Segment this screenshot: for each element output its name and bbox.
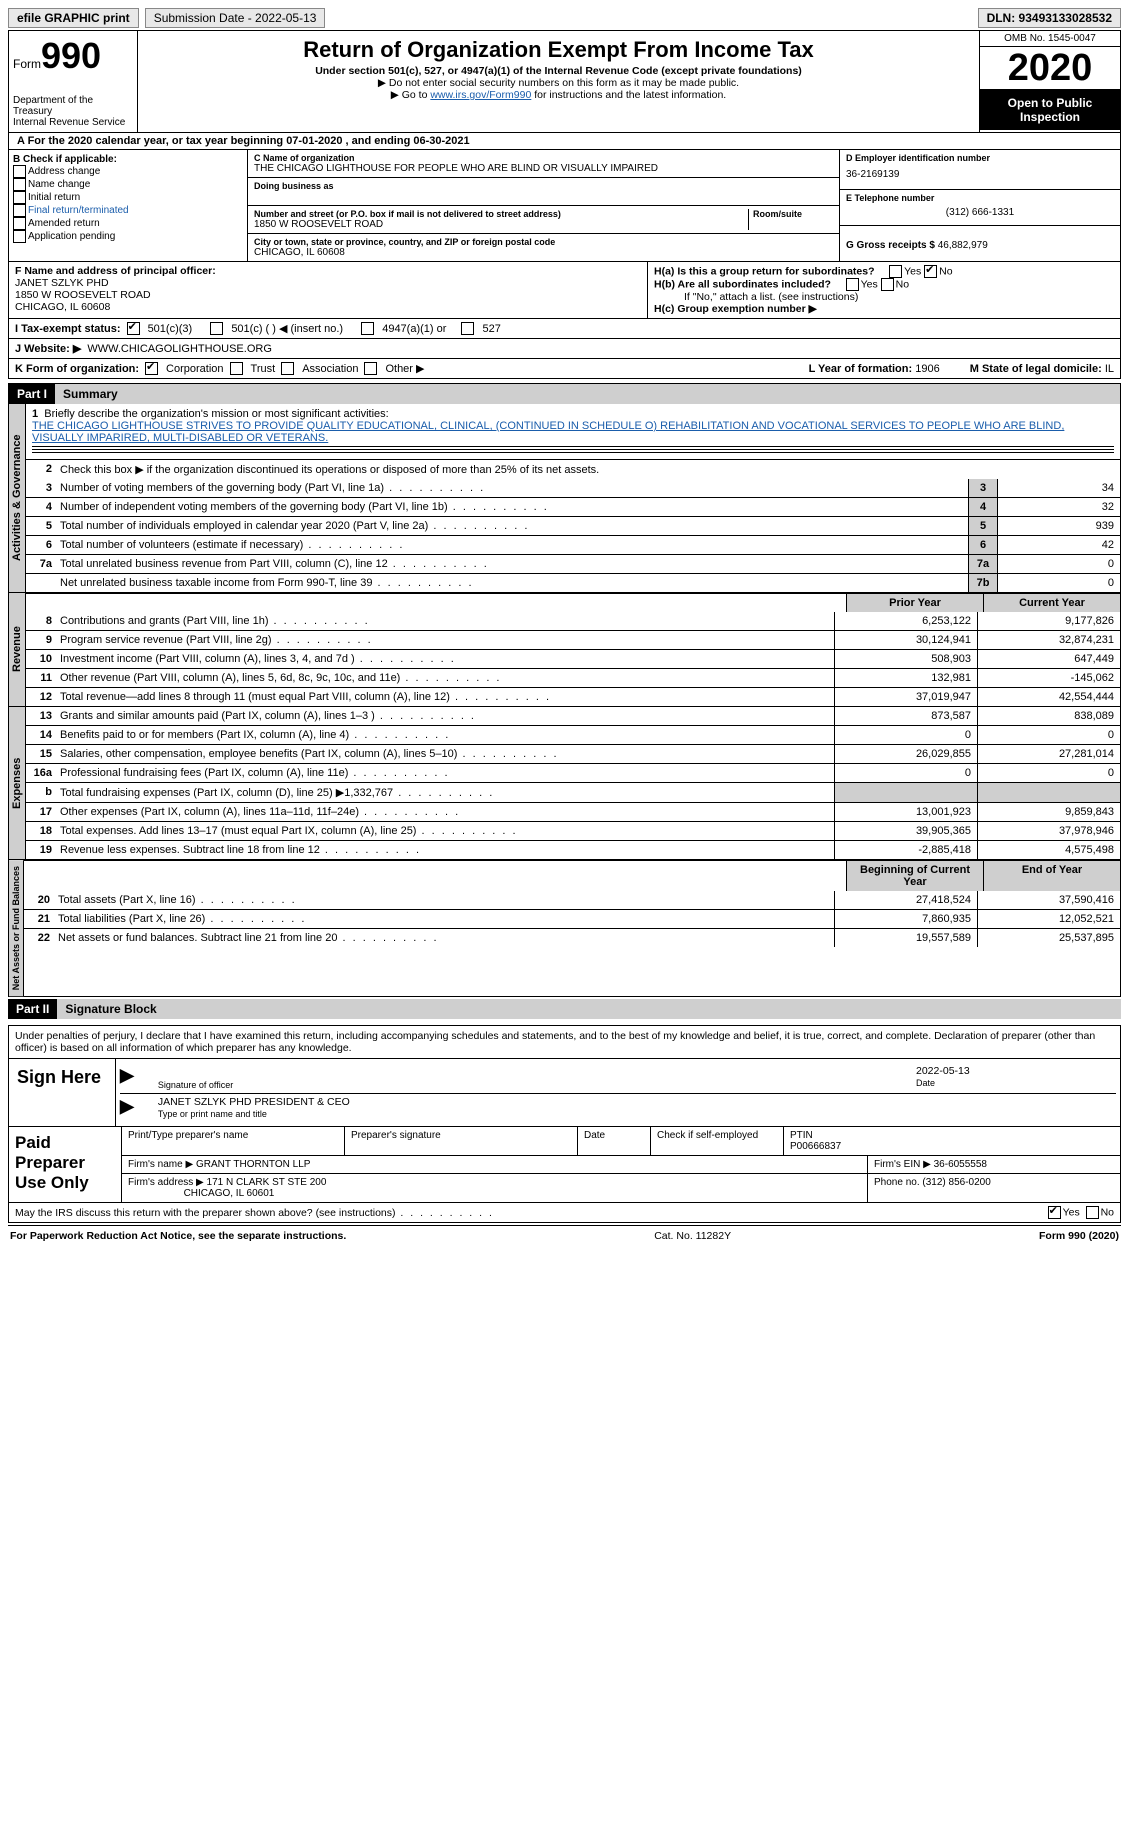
part2-title: Signature Block	[57, 999, 1121, 1019]
tax-exempt-status: I Tax-exempt status: 501(c)(3) 501(c) ( …	[8, 319, 1121, 339]
part1-container: Part I Summary Activities & Governance 1…	[8, 383, 1121, 997]
exp-label: Expenses	[9, 707, 26, 859]
subtitle-3: ▶ Go to www.irs.gov/Form990 for instruct…	[142, 89, 975, 101]
part2-header: Part II	[8, 999, 57, 1019]
page-footer: For Paperwork Reduction Act Notice, see …	[8, 1225, 1121, 1246]
section-b: B Check if applicable: Address change Na…	[9, 150, 248, 261]
officer-name: JANET SZLYK PHD	[15, 277, 109, 289]
signature-block: Under penalties of perjury, I declare th…	[8, 1025, 1121, 1223]
mission-text: THE CHICAGO LIGHTHOUSE STRIVES TO PROVID…	[32, 420, 1064, 444]
tax-year: 2020	[980, 47, 1120, 90]
gov-label: Activities & Governance	[9, 404, 26, 592]
net-label: Net Assets or Fund Balances	[9, 860, 24, 996]
city-state-zip: CHICAGO, IL 60608	[254, 247, 833, 258]
omb-number: OMB No. 1545-0047	[980, 31, 1120, 47]
top-toolbar: efile GRAPHIC print Submission Date - 20…	[8, 8, 1121, 28]
phone: (312) 666-1331	[846, 203, 1114, 222]
ein: 36-2169139	[846, 163, 1114, 186]
addr-label: Number and street (or P.O. box if mail i…	[254, 209, 748, 219]
part1-header: Part I	[9, 384, 55, 404]
header-info-grid: B Check if applicable: Address change Na…	[8, 150, 1121, 262]
gross-receipts: 46,882,979	[938, 240, 988, 251]
gross-receipts-label: G Gross receipts $	[846, 240, 935, 251]
org-name: THE CHICAGO LIGHTHOUSE FOR PEOPLE WHO AR…	[254, 163, 833, 174]
officer-group-row: F Name and address of principal officer:…	[8, 262, 1121, 319]
phone-label: E Telephone number	[846, 193, 1114, 203]
submission-date: Submission Date - 2022-05-13	[145, 8, 326, 28]
part1-title: Summary	[55, 384, 1120, 404]
efile-print-button[interactable]: efile GRAPHIC print	[8, 8, 139, 28]
sign-here-label: Sign Here	[9, 1059, 116, 1126]
form-header: Form990 Department of the Treasury Inter…	[8, 30, 1121, 133]
paid-preparer-label: Paid Preparer Use Only	[9, 1127, 122, 1202]
website-row: J Website: ▶ WWW.CHICAGOLIGHTHOUSE.ORG	[8, 339, 1121, 359]
dba-label: Doing business as	[254, 181, 833, 191]
website-url: WWW.CHICAGOLIGHTHOUSE.ORG	[87, 343, 272, 355]
city-label: City or town, state or province, country…	[254, 237, 833, 247]
ein-label: D Employer identification number	[846, 153, 1114, 163]
dept-treasury: Department of the Treasury	[13, 95, 133, 117]
officer-label: F Name and address of principal officer:	[15, 265, 216, 277]
rev-label: Revenue	[9, 593, 26, 706]
open-to-public: Open to Public Inspection	[980, 90, 1120, 130]
officer-addr1: 1850 W ROOSEVELT ROAD	[15, 289, 151, 301]
subtitle-2: ▶ Do not enter social security numbers o…	[142, 77, 975, 89]
irs-link[interactable]: www.irs.gov/Form990	[430, 89, 531, 101]
form-number: Form990	[13, 35, 133, 77]
room-label: Room/suite	[753, 209, 833, 219]
irs-label: Internal Revenue Service	[13, 117, 133, 128]
form-of-org-row: K Form of organization: Corporation Trus…	[8, 359, 1121, 379]
org-name-label: C Name of organization	[254, 153, 833, 163]
penalty-text: Under penalties of perjury, I declare th…	[9, 1026, 1120, 1058]
officer-addr2: CHICAGO, IL 60608	[15, 301, 110, 313]
street-address: 1850 W ROOSEVELT ROAD	[254, 219, 748, 230]
form-title: Return of Organization Exempt From Incom…	[142, 37, 975, 63]
tax-period: A For the 2020 calendar year, or tax yea…	[8, 133, 1121, 150]
part2-header-row: Part II Signature Block	[8, 999, 1121, 1019]
may-irs-discuss: May the IRS discuss this return with the…	[15, 1207, 494, 1219]
subtitle-1: Under section 501(c), 527, or 4947(a)(1)…	[142, 65, 975, 77]
dln: DLN: 93493133028532	[978, 8, 1121, 28]
